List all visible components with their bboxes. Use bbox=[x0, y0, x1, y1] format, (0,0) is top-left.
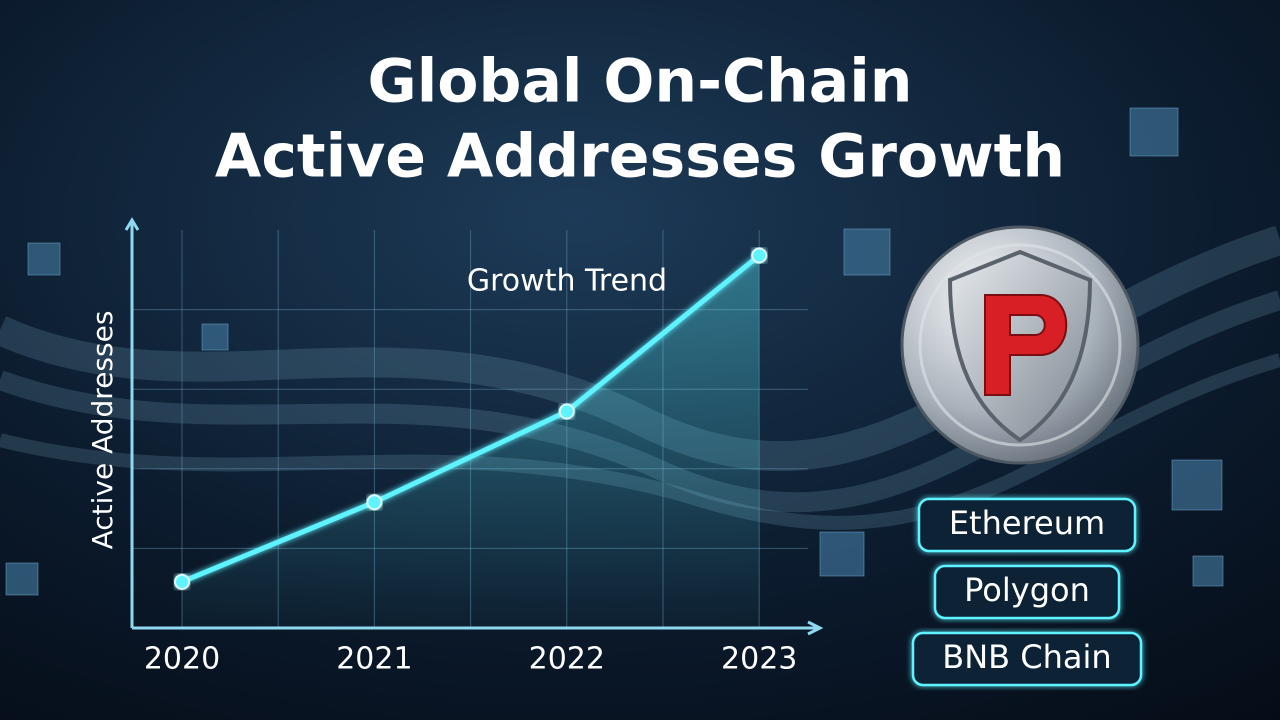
badge-label: Polygon bbox=[964, 571, 1090, 609]
badge bbox=[933, 564, 1121, 620]
badge-label: Ethereum bbox=[949, 504, 1105, 542]
badge-label: BNB Chain bbox=[942, 638, 1111, 676]
line bbox=[181, 253, 761, 585]
x-tick-label: 2022 bbox=[529, 642, 605, 677]
annotation: Growth Trend bbox=[467, 264, 667, 299]
point bbox=[174, 573, 190, 590]
point bbox=[751, 247, 768, 264]
badge bbox=[911, 631, 1143, 687]
badge bbox=[917, 497, 1137, 553]
chart-title: Global On-Chain bbox=[367, 47, 912, 117]
cube-decoration bbox=[5, 107, 1224, 596]
point bbox=[558, 403, 575, 420]
y-axis bbox=[124, 217, 140, 628]
area bbox=[182, 255, 760, 629]
point bbox=[366, 494, 383, 511]
y-axis-label: Active Addresses bbox=[86, 311, 119, 550]
x-tick-label: 2020 bbox=[144, 642, 220, 677]
x-tick-label: 2021 bbox=[336, 642, 412, 677]
chart-title: Active Addresses Growth bbox=[215, 122, 1065, 192]
x-tick-label: 2023 bbox=[721, 642, 797, 677]
logo bbox=[900, 225, 1140, 465]
